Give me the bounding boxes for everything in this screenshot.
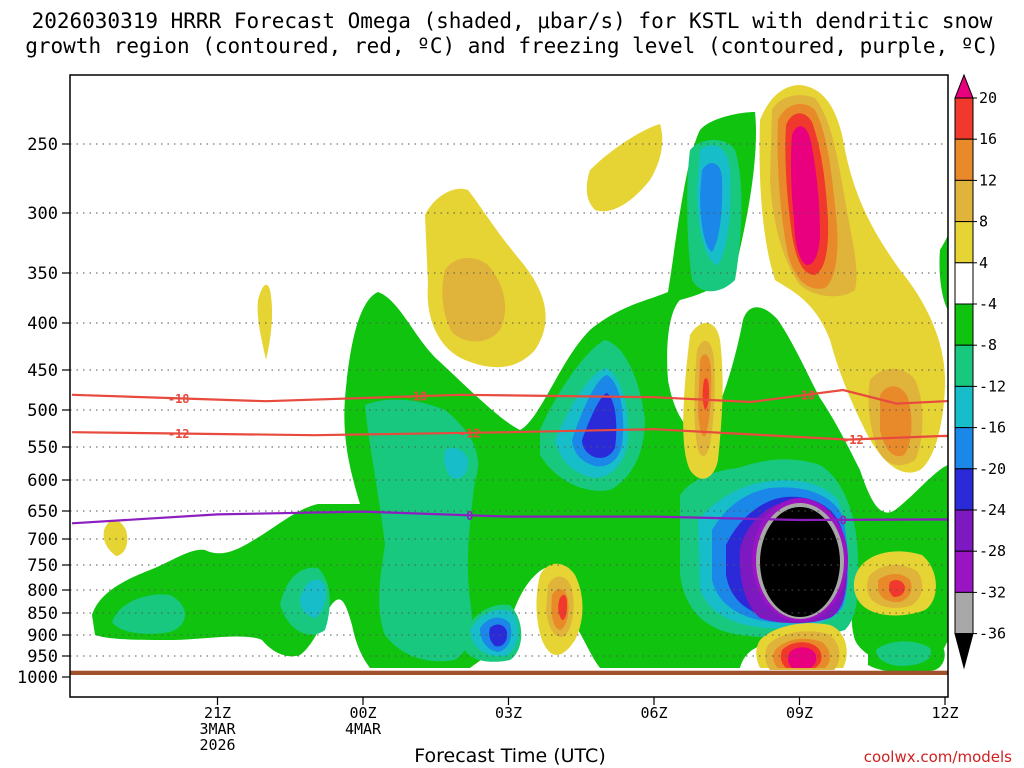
colorbar: 20 16 12 8 4 -4 -8 -12 -16 -20 -24 -28 -32 -36 bbox=[954, 73, 1006, 670]
y-tick-label: 350 bbox=[27, 264, 58, 284]
omega-fill-minus36 bbox=[760, 507, 840, 617]
dgz-minus18-contour bbox=[71, 388, 948, 405]
colorbar-segment bbox=[954, 221, 974, 264]
omega-fill-plus16-c bbox=[889, 579, 905, 597]
y-tick-label: 300 bbox=[27, 204, 58, 224]
omega-fill-minus20-a bbox=[582, 393, 617, 458]
omega-fill-plus4-a bbox=[257, 284, 273, 360]
x-tick-label: 09Z bbox=[786, 704, 813, 722]
dgz-minus12-contour-label: -12 bbox=[842, 433, 864, 447]
freezing-level-contour bbox=[71, 510, 948, 525]
y-tick-label: 400 bbox=[27, 314, 58, 334]
colorbar-segment bbox=[954, 385, 974, 429]
dgz-minus18-contour-label: -18 bbox=[406, 390, 428, 404]
y-tick-label: 750 bbox=[27, 556, 58, 576]
y-tick-label: 250 bbox=[27, 135, 58, 155]
colorbar-label: -8 bbox=[979, 336, 997, 354]
omega-fill-plus20-a bbox=[790, 126, 820, 266]
colorbar-segment bbox=[954, 591, 974, 635]
x-tick-label: 2026 bbox=[199, 736, 235, 754]
omega-fill-plus16-e bbox=[702, 378, 709, 410]
colorbar-label: -36 bbox=[979, 625, 1006, 643]
omega-fill-minus16-b bbox=[700, 163, 723, 252]
omega-shading bbox=[92, 85, 948, 673]
colorbar-label: 8 bbox=[979, 213, 988, 231]
colorbar-segment bbox=[954, 262, 974, 305]
colorbar-segment bbox=[954, 97, 974, 140]
temperature-contours: -18 -18 -18 -12 -12 -12 0 0 bbox=[71, 388, 948, 527]
omega-fill-plus20-b bbox=[787, 647, 817, 668]
colorbar-label: -16 bbox=[979, 419, 1006, 437]
x-tick-label: 03Z bbox=[495, 704, 522, 722]
colorbar-label: 12 bbox=[979, 171, 997, 189]
y-tick-label: 700 bbox=[27, 530, 58, 550]
dgz-minus18-contour-label: -18 bbox=[168, 392, 190, 406]
colorbar-label: -28 bbox=[979, 542, 1006, 560]
omega-fill-minus12-f bbox=[444, 448, 468, 479]
y-axis-pressure: 2503003504004505005506006507007508008509… bbox=[17, 135, 70, 688]
omega-fill-minus8-h bbox=[876, 641, 931, 666]
colorbar-label: 16 bbox=[979, 130, 997, 148]
y-tick-label: 500 bbox=[27, 401, 58, 421]
omega-fill-minus12-a bbox=[300, 579, 326, 618]
freezing-level-contour-label: 0 bbox=[466, 509, 473, 523]
colorbar-segment bbox=[954, 550, 974, 593]
chart-title-line2: growth region (contoured, red, ºC) and f… bbox=[25, 34, 999, 58]
colorbar-top-arrow bbox=[954, 73, 974, 99]
chart-title-line1: 2026030319 HRRR Forecast Omega (shaded, … bbox=[32, 9, 993, 33]
plot-area: -18 -18 -18 -12 -12 -12 0 0 bbox=[70, 75, 948, 675]
omega-fill-plus4-b bbox=[103, 519, 128, 556]
y-tick-label: 550 bbox=[27, 438, 58, 458]
omega-fill-minus4-edge bbox=[939, 235, 948, 310]
omega-fill-minus20-c bbox=[489, 624, 508, 647]
omega-fill-plus16-b bbox=[558, 594, 567, 620]
y-tick-label: 450 bbox=[27, 361, 58, 381]
colorbar-bottom-arrow bbox=[954, 633, 974, 670]
omega-fill-minus8-a bbox=[112, 594, 185, 634]
colorbar-segment bbox=[954, 179, 974, 223]
y-tick-label: 600 bbox=[27, 471, 58, 491]
y-tick-label: 800 bbox=[27, 581, 58, 601]
y-tick-label: 900 bbox=[27, 626, 58, 646]
colorbar-label: 4 bbox=[979, 254, 988, 272]
x-tick-label: 4MAR bbox=[345, 720, 382, 738]
x-tick-label: 21Z bbox=[204, 704, 231, 722]
colorbar-label: -32 bbox=[979, 583, 1006, 601]
colorbar-segment bbox=[954, 303, 974, 346]
dgz-minus18-contour-label: -18 bbox=[794, 389, 816, 403]
colorbar-segment bbox=[954, 344, 974, 387]
y-tick-label: 1000 bbox=[17, 668, 58, 688]
dgz-minus12-contour-label: -12 bbox=[459, 426, 481, 440]
x-tick-label: 00Z bbox=[349, 704, 376, 722]
colorbar-label: -20 bbox=[979, 460, 1006, 478]
y-tick-label: 950 bbox=[27, 647, 58, 667]
dgz-minus12-contour bbox=[71, 428, 948, 441]
omega-fill-plus8-a bbox=[442, 258, 506, 342]
surface-ground-band bbox=[70, 670, 948, 675]
freezing-level-contour-label: 0 bbox=[840, 513, 847, 527]
x-tick-label: 3MAR bbox=[199, 720, 236, 738]
colorbar-segment bbox=[954, 468, 974, 511]
credit-text[interactable]: coolwx.com/models bbox=[864, 748, 1012, 766]
x-tick-label: 06Z bbox=[640, 704, 667, 722]
x-axis-label: Forecast Time (UTC) bbox=[414, 745, 605, 767]
colorbar-segment bbox=[954, 427, 974, 470]
colorbar-segment bbox=[954, 509, 974, 552]
x-tick-label: 12Z bbox=[931, 704, 958, 722]
omega-fill-plus4-d bbox=[586, 124, 663, 212]
colorbar-label: -12 bbox=[979, 377, 1006, 395]
colorbar-label: -4 bbox=[979, 295, 997, 313]
dgz-minus12-contour-label: -12 bbox=[168, 427, 190, 441]
colorbar-segment bbox=[954, 138, 974, 181]
colorbar-label: -24 bbox=[979, 501, 1006, 519]
colorbar-label: 20 bbox=[979, 89, 997, 107]
y-tick-label: 850 bbox=[27, 604, 58, 624]
y-tick-label: 650 bbox=[27, 502, 58, 522]
